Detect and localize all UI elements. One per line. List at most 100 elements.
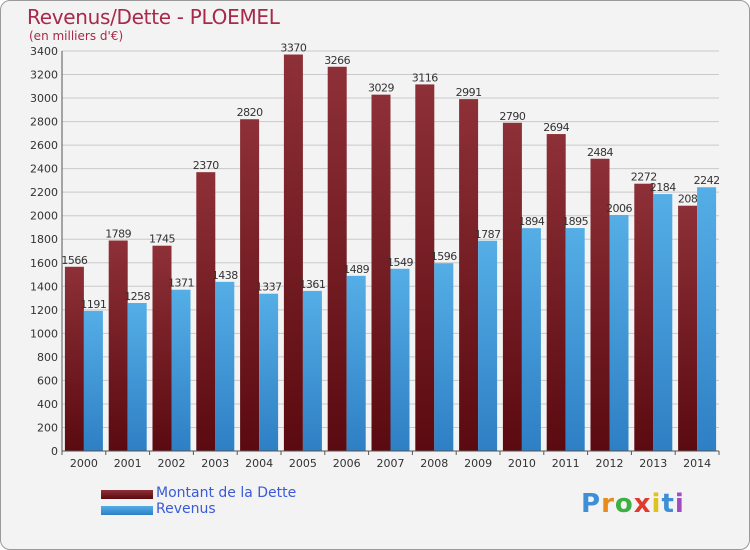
- x-tick-label: 2011: [552, 457, 580, 470]
- bar-dette: [240, 119, 260, 451]
- y-tick-label: 1200: [30, 304, 58, 317]
- bar-revenus: [434, 263, 454, 451]
- bar-dette: [678, 205, 698, 451]
- bar-dette: [327, 66, 347, 451]
- x-tick-label: 2005: [289, 457, 317, 470]
- y-tick-label: 400: [37, 398, 58, 411]
- bar-revenus: [609, 215, 629, 451]
- value-label-dette: 2991: [456, 86, 482, 99]
- bar-revenus: [390, 268, 410, 451]
- y-tick-label: 1800: [30, 233, 58, 246]
- bar-revenus: [521, 228, 541, 451]
- value-label-dette: 1566: [61, 254, 87, 267]
- value-label-dette: 3266: [324, 54, 350, 67]
- x-tick-label: 2007: [377, 457, 405, 470]
- bar-dette: [634, 183, 654, 452]
- value-label-revenus: 1895: [562, 215, 588, 228]
- value-label-dette: 2790: [499, 110, 525, 123]
- bar-dette: [108, 240, 128, 451]
- value-label-dette: 3370: [280, 42, 306, 55]
- bar-revenus: [346, 275, 366, 451]
- value-label-dette: 2272: [631, 171, 657, 184]
- value-label-revenus: 2184: [650, 181, 676, 194]
- chart-title: Revenus/Dette - PLOEMEL: [27, 5, 280, 29]
- value-label-revenus: 1371: [168, 277, 194, 290]
- y-tick-label: 800: [37, 351, 58, 364]
- value-label-dette: 2484: [587, 146, 613, 159]
- value-label-revenus: 1596: [431, 250, 457, 263]
- bar-dette: [283, 54, 303, 451]
- bar-revenus: [171, 289, 191, 451]
- x-tick-label: 2009: [464, 457, 492, 470]
- value-label-revenus: 2242: [694, 174, 720, 187]
- bar-revenus: [697, 187, 717, 451]
- y-tick-label: 2600: [30, 139, 58, 152]
- legend-swatch-dette: [101, 490, 153, 499]
- legend-label-dette: Montant de la Dette: [156, 485, 297, 501]
- y-tick-label: 2200: [30, 186, 58, 199]
- y-tick-label: 1000: [30, 327, 58, 340]
- value-label-dette: 2370: [193, 159, 219, 172]
- value-label-revenus: 1191: [80, 298, 106, 311]
- value-label-dette: 1745: [149, 233, 175, 246]
- y-tick-label: 2400: [30, 163, 58, 176]
- x-tick-label: 2002: [158, 457, 186, 470]
- x-tick-label: 2001: [114, 457, 142, 470]
- value-label-revenus: 1361: [299, 278, 325, 291]
- bar-dette: [64, 266, 84, 451]
- value-label-revenus: 1894: [518, 215, 544, 228]
- bar-dette: [502, 122, 522, 451]
- value-label-revenus: 1438: [212, 269, 238, 282]
- chart-subtitle: (en milliers d'€): [29, 29, 124, 43]
- value-label-dette: 1789: [105, 228, 131, 241]
- x-tick-label: 2004: [245, 457, 273, 470]
- x-tick-label: 2000: [70, 457, 98, 470]
- x-tick-label: 2010: [508, 457, 536, 470]
- y-tick-label: 2800: [30, 116, 58, 129]
- bar-revenus: [478, 240, 498, 451]
- x-tick-label: 2008: [420, 457, 448, 470]
- y-tick-label: 3000: [30, 92, 58, 105]
- legend-swatch-revenus: [101, 506, 153, 515]
- bar-dette: [152, 245, 172, 451]
- x-tick-label: 2014: [683, 457, 711, 470]
- y-tick-label: 600: [37, 374, 58, 387]
- value-label-dette: 3029: [368, 82, 394, 95]
- value-label-revenus: 1489: [343, 263, 369, 276]
- bar-revenus: [565, 228, 585, 451]
- x-tick-label: 2012: [596, 457, 624, 470]
- value-label-dette: 2820: [237, 106, 263, 119]
- bar-dette: [371, 94, 391, 451]
- bar-revenus: [83, 310, 103, 451]
- value-label-dette: 2694: [543, 121, 569, 134]
- bar-revenus: [215, 281, 235, 451]
- y-tick-label: 3200: [30, 69, 58, 82]
- x-tick-label: 2013: [639, 457, 667, 470]
- x-tick-label: 2006: [333, 457, 361, 470]
- proxiti-logo: Proxiti: [581, 489, 685, 519]
- value-label-revenus: 1337: [256, 281, 282, 294]
- bar-revenus: [302, 290, 322, 451]
- bar-revenus: [259, 293, 279, 451]
- bar-dette: [546, 134, 566, 451]
- legend-label-revenus: Revenus: [156, 501, 216, 517]
- value-label-revenus: 2006: [606, 202, 632, 215]
- y-tick-label: 200: [37, 421, 58, 434]
- value-label-revenus: 1787: [475, 228, 501, 241]
- y-tick-label: 3400: [30, 45, 58, 58]
- bar-dette: [459, 99, 479, 451]
- bar-dette: [590, 158, 610, 451]
- value-label-revenus: 1549: [387, 256, 413, 269]
- bar-dette: [415, 84, 435, 451]
- bar-dette: [196, 172, 216, 452]
- bar-revenus: [127, 303, 147, 451]
- value-label-revenus: 1258: [124, 290, 150, 303]
- y-tick-label: 1400: [30, 280, 58, 293]
- x-tick-label: 2003: [201, 457, 229, 470]
- value-label-dette: 208: [678, 193, 698, 206]
- bar-revenus: [653, 194, 673, 451]
- y-tick-label: 1600: [30, 257, 58, 270]
- y-tick-label: 0: [51, 445, 58, 458]
